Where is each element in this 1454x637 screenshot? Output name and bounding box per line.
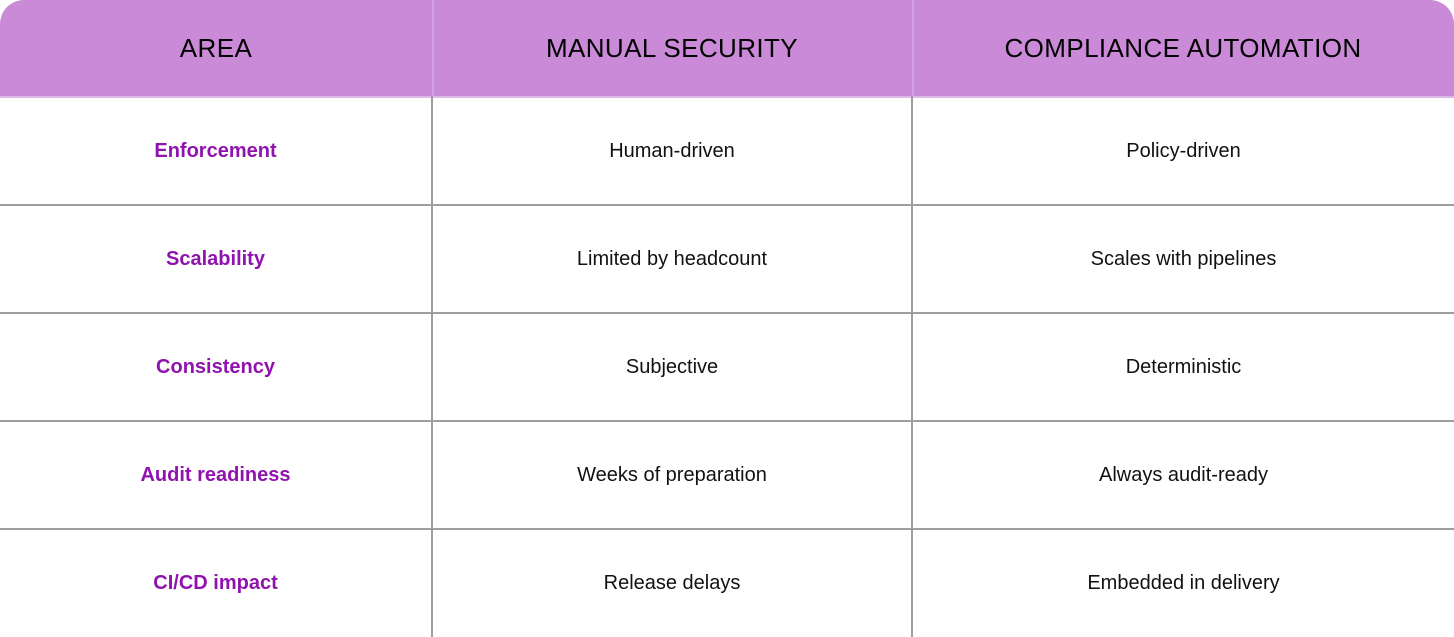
column-header-compliance-automation: COMPLIANCE AUTOMATION — [912, 0, 1454, 97]
table-row: Consistency Subjective Deterministic — [0, 312, 1454, 421]
cell-compliance-automation: Deterministic — [912, 312, 1454, 421]
cell-area: Audit readiness — [0, 420, 433, 529]
table-row: Enforcement Human-driven Policy-driven — [0, 96, 1454, 205]
cell-compliance-automation: Always audit-ready — [912, 420, 1454, 529]
table-header: AREA MANUAL SECURITY COMPLIANCE AUTOMATI… — [0, 0, 1454, 97]
table-row: CI/CD impact Release delays Embedded in … — [0, 528, 1454, 637]
cell-manual-security: Weeks of preparation — [432, 420, 913, 529]
cell-compliance-automation: Embedded in delivery — [912, 528, 1454, 637]
column-header-manual-security: MANUAL SECURITY — [432, 0, 912, 97]
cell-area: CI/CD impact — [0, 528, 433, 637]
cell-manual-security: Subjective — [432, 312, 913, 421]
cell-manual-security: Limited by headcount — [432, 204, 913, 313]
cell-manual-security: Human-driven — [432, 96, 913, 205]
cell-compliance-automation: Scales with pipelines — [912, 204, 1454, 313]
table-row: Scalability Limited by headcount Scales … — [0, 204, 1454, 313]
table-row: Audit readiness Weeks of preparation Alw… — [0, 420, 1454, 529]
cell-compliance-automation: Policy-driven — [912, 96, 1454, 205]
cell-area: Scalability — [0, 204, 433, 313]
table-body: Enforcement Human-driven Policy-driven S… — [0, 96, 1454, 637]
cell-area: Enforcement — [0, 96, 433, 205]
table-header-row: AREA MANUAL SECURITY COMPLIANCE AUTOMATI… — [0, 0, 1454, 97]
column-header-area: AREA — [0, 0, 432, 97]
cell-area: Consistency — [0, 312, 433, 421]
cell-manual-security: Release delays — [432, 528, 913, 637]
